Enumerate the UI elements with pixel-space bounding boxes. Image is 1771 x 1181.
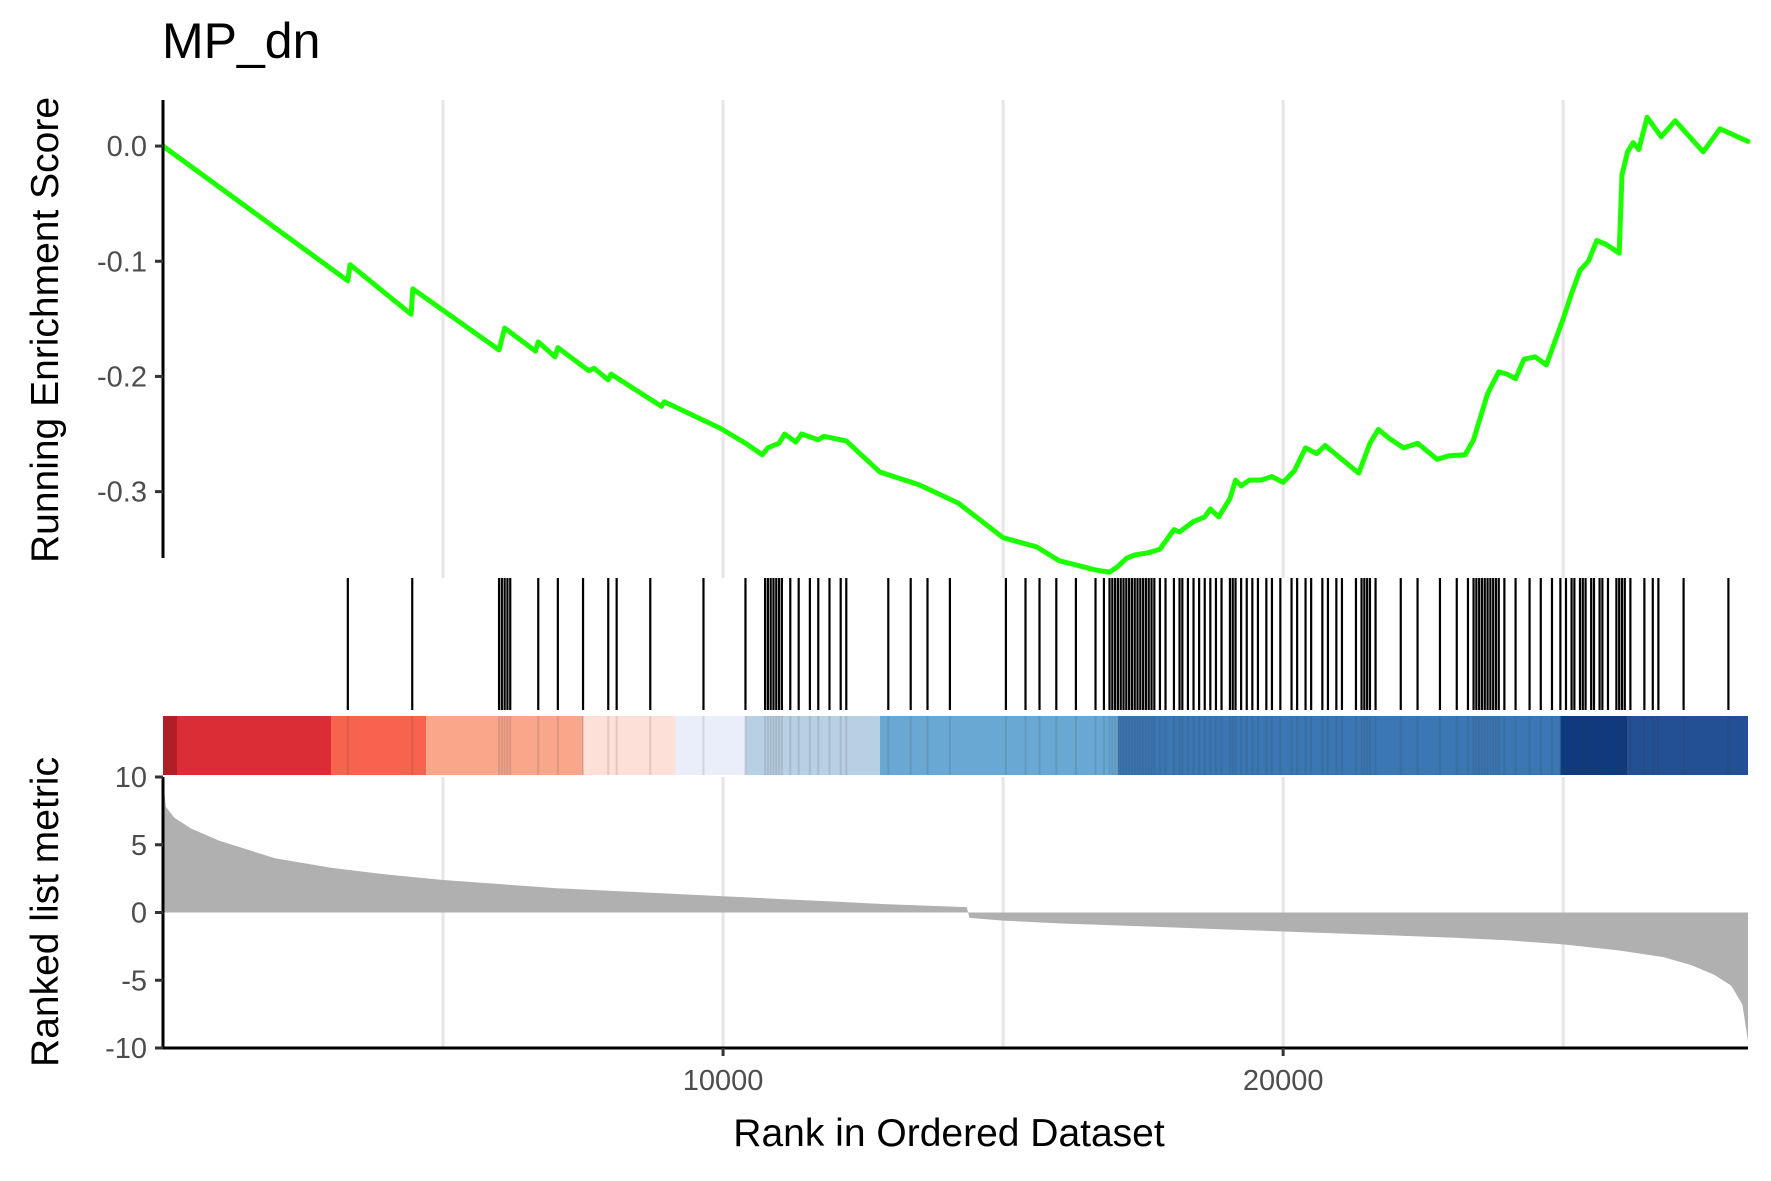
- y-tick-label-metric: 0: [131, 898, 147, 930]
- color-bar-segment: [1627, 716, 1748, 775]
- y-tick-label-es: -0.2: [97, 361, 147, 393]
- x-tick-label: 10000: [683, 1065, 764, 1097]
- color-bar-segment: [331, 716, 427, 775]
- y-tick-label-metric: -10: [105, 1033, 147, 1065]
- rank-color-bar: [163, 716, 1748, 775]
- y-tick-label-es: -0.3: [97, 477, 147, 509]
- ranked-metric-area: [163, 777, 1748, 1042]
- chart-title: MP_dn: [162, 13, 321, 69]
- color-bar-segment: [583, 716, 676, 775]
- x-axis-label: Rank in Ordered Dataset: [733, 1112, 1165, 1155]
- y-tick-label-metric: 10: [115, 762, 147, 794]
- y-tick-label-es: -0.1: [97, 246, 147, 278]
- color-bar-segment: [1560, 716, 1628, 775]
- x-tick-label: 20000: [1243, 1065, 1324, 1097]
- running-es-curve: [160, 114, 1751, 575]
- color-bar-segment: [879, 716, 1118, 775]
- y-tick-label-es: 0.0: [107, 131, 147, 163]
- y-tick-label-metric: 5: [131, 830, 147, 862]
- ranked-metric-fill: [163, 777, 1748, 1042]
- running-es-line: [160, 114, 1751, 575]
- color-bar-segment: [177, 716, 332, 775]
- color-bar-segment: [675, 716, 746, 775]
- y-tick-label-metric: -5: [121, 965, 147, 997]
- color-bar-segment: [1117, 716, 1561, 775]
- color-bar-segment: [745, 716, 880, 775]
- color-bar-segment: [426, 716, 584, 775]
- axes: 0.0 -0.1 -0.2 -0.3 10 5 0 -5 -10 10000 20000: [97, 100, 1748, 1097]
- color-bar-segment: [163, 716, 178, 775]
- gene-hit-ticks: [346, 578, 1730, 710]
